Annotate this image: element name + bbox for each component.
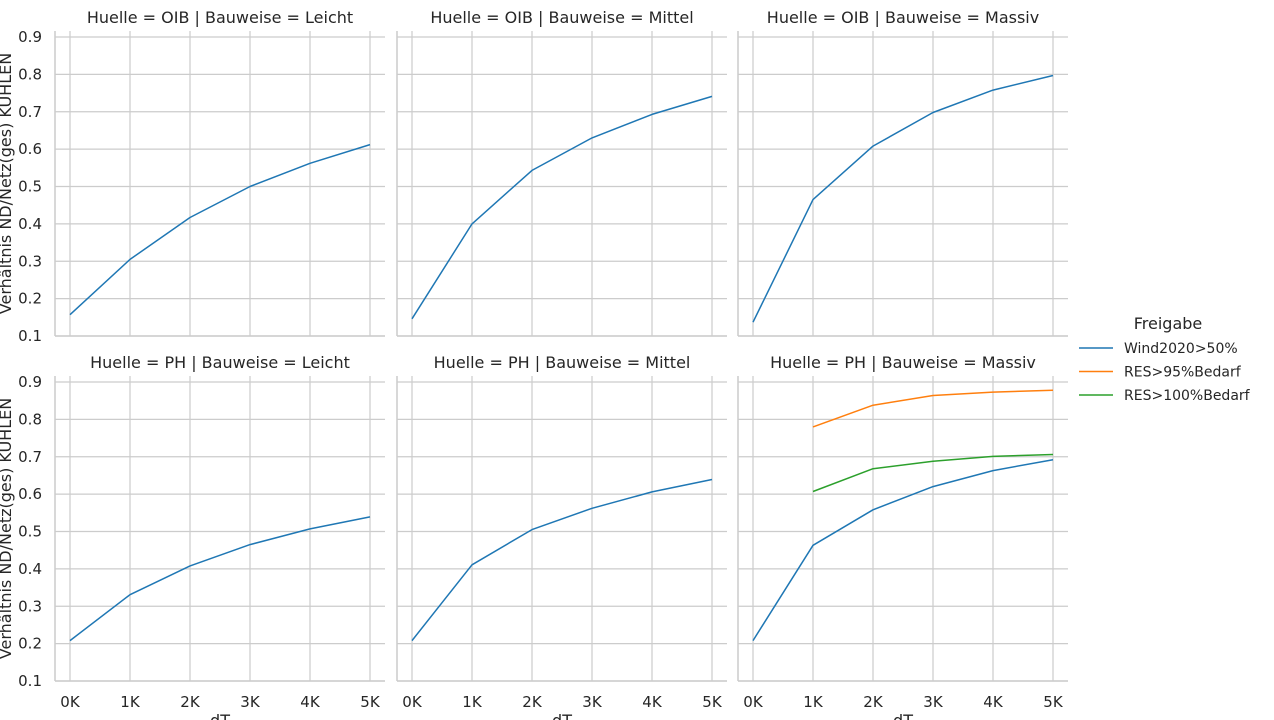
panel-title: Huelle = OIB | Bauweise = Mittel [430, 8, 693, 27]
x-tick-label: 3K [923, 693, 944, 711]
y-tick-label: 0.5 [18, 178, 42, 196]
y-tick-label: 0.1 [18, 672, 42, 690]
legend-label: Wind2020>50% [1124, 341, 1238, 357]
y-tick-label: 0.7 [18, 448, 42, 466]
y-axis-label: Verhältnis ND/Netz(ges) KÜHLEN [0, 53, 15, 314]
y-tick-label: 0.3 [18, 597, 42, 615]
x-tick-label: 4K [642, 693, 663, 711]
y-tick-label: 0.8 [18, 65, 42, 83]
x-tick-label: 0K [402, 693, 423, 711]
panel-title: Huelle = OIB | Bauweise = Leicht [87, 8, 353, 27]
series-line [752, 458, 1054, 641]
y-tick-label: 0.6 [18, 485, 42, 503]
y-tick-label: 0.1 [18, 327, 42, 345]
x-axis-label: dT [893, 711, 913, 720]
panel-title: Huelle = OIB | Bauweise = Massiv [767, 8, 1039, 27]
series-line [69, 516, 371, 642]
series-line [812, 389, 1054, 428]
x-tick-label: 5K [1043, 693, 1064, 711]
x-axis-label: dT [210, 711, 230, 720]
x-tick-label: 2K [180, 693, 201, 711]
series-line [411, 478, 713, 642]
x-tick-label: 4K [300, 693, 321, 711]
series-line [812, 453, 1054, 493]
y-tick-label: 0.9 [18, 28, 42, 46]
y-tick-label: 0.2 [18, 635, 42, 653]
panel-title: Huelle = PH | Bauweise = Mittel [434, 353, 691, 372]
x-tick-label: 2K [863, 693, 884, 711]
x-tick-label: 2K [522, 693, 543, 711]
x-tick-label: 0K [60, 693, 81, 711]
y-tick-label: 0.3 [18, 252, 42, 270]
legend-label: RES>95%Bedarf [1124, 365, 1242, 381]
x-tick-label: 3K [240, 693, 261, 711]
y-tick-label: 0.5 [18, 523, 42, 541]
y-tick-label: 0.6 [18, 140, 42, 158]
y-tick-label: 0.9 [18, 373, 42, 391]
x-axis-label: dT [552, 711, 572, 720]
series-line [752, 74, 1054, 323]
y-tick-label: 0.4 [18, 560, 42, 578]
legend-label: RES>100%Bedarf [1124, 388, 1251, 404]
series-line [411, 95, 713, 320]
x-tick-label: 1K [803, 693, 824, 711]
y-tick-label: 0.2 [18, 290, 42, 308]
x-tick-label: 3K [582, 693, 603, 711]
y-axis-label: Verhältnis ND/Netz(ges) KÜHLEN [0, 398, 15, 659]
x-tick-label: 1K [120, 693, 141, 711]
x-tick-label: 5K [360, 693, 381, 711]
series-line [69, 143, 371, 316]
x-tick-label: 5K [702, 693, 723, 711]
x-tick-label: 0K [743, 693, 764, 711]
y-tick-label: 0.7 [18, 103, 42, 121]
legend-title: Freigabe [1134, 314, 1203, 333]
x-tick-label: 1K [462, 693, 483, 711]
y-tick-label: 0.4 [18, 215, 42, 233]
panel-title: Huelle = PH | Bauweise = Leicht [90, 353, 350, 372]
panel-title: Huelle = PH | Bauweise = Massiv [770, 353, 1036, 372]
x-tick-label: 4K [983, 693, 1004, 711]
y-tick-label: 0.8 [18, 410, 42, 428]
